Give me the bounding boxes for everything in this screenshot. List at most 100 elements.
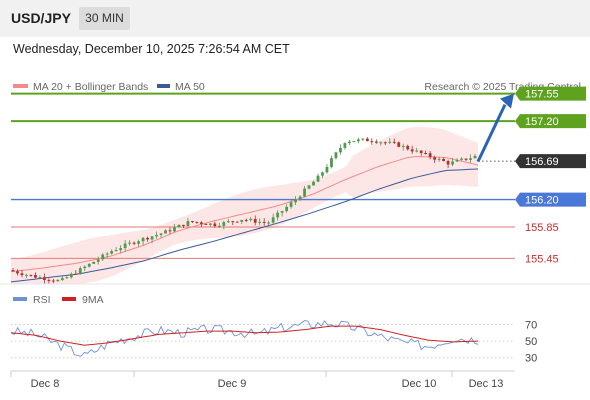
- candle: [267, 220, 271, 226]
- candle-body: [433, 157, 437, 160]
- candle-body: [150, 236, 154, 240]
- candle: [110, 249, 114, 255]
- candle: [356, 137, 360, 144]
- candle-body: [182, 224, 185, 226]
- x-tick-label: Dec 13: [469, 378, 504, 390]
- candle-body: [65, 277, 69, 279]
- candle: [74, 270, 78, 275]
- projection-arrow-shaft: [476, 103, 507, 163]
- candle: [11, 267, 15, 272]
- candle-body: [141, 237, 145, 242]
- candle: [415, 147, 419, 153]
- candle: [464, 158, 468, 162]
- candle-body: [47, 280, 51, 282]
- candle-body: [42, 277, 46, 281]
- candle-body: [392, 141, 396, 143]
- candle-body: [51, 280, 55, 282]
- candle: [204, 223, 208, 225]
- ma20-line: [10, 155, 479, 273]
- candle: [235, 221, 239, 223]
- ma20-legend-swatch: [13, 84, 28, 88]
- candle: [294, 195, 297, 206]
- candle-body: [352, 141, 356, 143]
- candle-body: [312, 181, 315, 186]
- candle: [253, 215, 257, 226]
- bollinger-band: [11, 126, 478, 285]
- candle-body: [105, 253, 109, 255]
- candle-body: [222, 222, 226, 226]
- candle: [191, 220, 194, 223]
- candle: [370, 138, 374, 145]
- candle-body: [16, 271, 19, 274]
- x-tick-label: Dec 10: [402, 378, 437, 390]
- candle-body: [96, 259, 100, 262]
- candle: [231, 220, 235, 226]
- candle-body: [276, 212, 280, 218]
- candle: [451, 157, 454, 167]
- x-tick-label: Dec 9: [218, 378, 247, 390]
- candle: [137, 239, 140, 247]
- x-axis: Dec 8 Dec 9 Dec 10 Dec 13: [10, 370, 515, 390]
- candle-body: [101, 254, 105, 260]
- candle-body: [92, 261, 96, 264]
- candle: [383, 141, 387, 145]
- level-tag: [515, 114, 586, 129]
- timeframe-button[interactable]: 30 MIN: [79, 7, 130, 30]
- candle: [199, 221, 203, 228]
- candle-body: [397, 142, 401, 147]
- candle-body: [20, 273, 24, 276]
- candle-body: [379, 142, 383, 144]
- candle-body: [460, 158, 463, 160]
- candle-body: [137, 241, 140, 244]
- candle-body: [132, 242, 136, 244]
- candle: [348, 140, 351, 146]
- main-legend: MA 20 + Bollinger Bands MA 50 Research ©…: [13, 81, 581, 93]
- candle: [473, 153, 477, 159]
- candle: [141, 236, 145, 246]
- candle: [276, 210, 280, 221]
- candle-body: [307, 185, 311, 189]
- level-label: 157.55: [525, 89, 559, 101]
- candle: [392, 138, 396, 144]
- main-plot: 157.55 157.20 156.69 156.20 155.85 155.45: [10, 86, 586, 285]
- candle: [150, 236, 154, 244]
- candle: [56, 278, 60, 282]
- candle-body: [267, 222, 271, 224]
- candle-body: [374, 141, 378, 143]
- candle: [47, 278, 51, 285]
- candle-body: [316, 175, 320, 182]
- candle: [168, 227, 172, 235]
- candle-body: [334, 152, 338, 159]
- candle: [186, 217, 190, 227]
- candle-body: [146, 237, 149, 240]
- level-label: 156.20: [525, 195, 559, 207]
- candle-body: [298, 196, 302, 200]
- candle: [285, 204, 289, 213]
- candle: [460, 157, 463, 161]
- candle: [361, 138, 365, 141]
- candle-body: [401, 145, 405, 147]
- candle: [155, 231, 158, 239]
- candle-body: [226, 221, 230, 223]
- candle-body: [446, 161, 450, 165]
- candle-body: [240, 219, 244, 222]
- candle: [303, 186, 306, 198]
- candle: [159, 233, 163, 239]
- candle: [442, 157, 446, 162]
- level-label: 155.85: [525, 222, 559, 234]
- candle: [410, 145, 414, 154]
- candle: [455, 158, 459, 162]
- candle-body: [258, 221, 262, 223]
- rsi-legend-swatch: [13, 297, 27, 301]
- candle: [173, 224, 176, 233]
- candle-body: [280, 211, 284, 213]
- candle: [29, 274, 33, 277]
- candle: [83, 265, 87, 272]
- candle: [65, 275, 69, 279]
- candle: [401, 143, 405, 151]
- candle: [379, 141, 383, 146]
- candle: [271, 213, 275, 225]
- candle-body: [469, 158, 472, 160]
